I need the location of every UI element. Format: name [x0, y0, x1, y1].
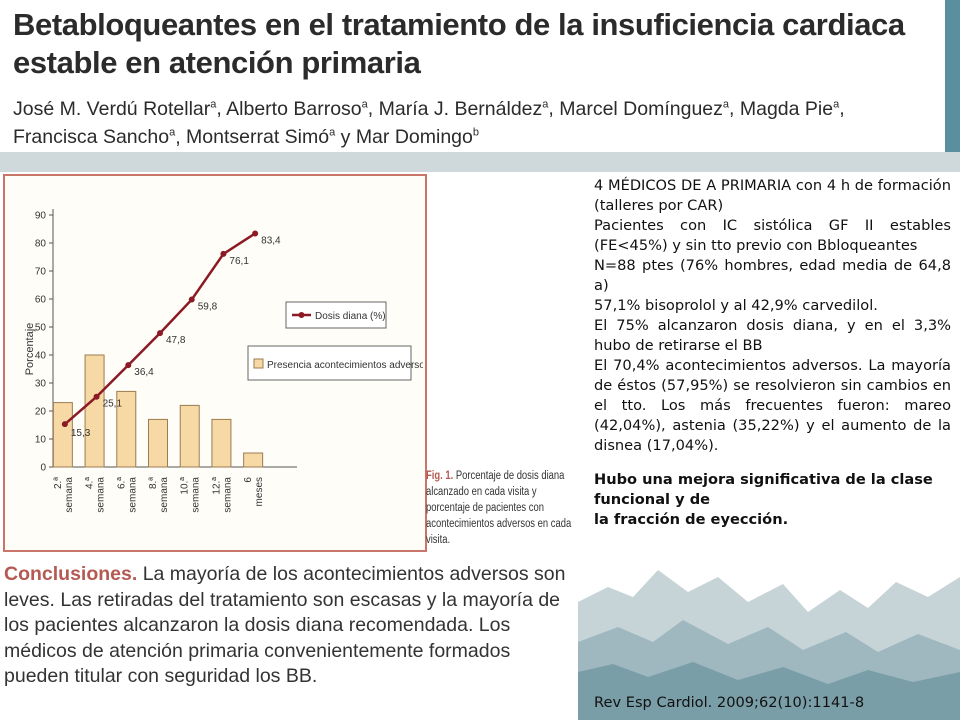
- article-header: Betabloqueantes en el tratamiento de la …: [0, 0, 945, 152]
- bar: [116, 390, 137, 468]
- summary-paragraph: N=88 ptes (76% hombres, edad media de 64…: [594, 257, 951, 294]
- bar: [211, 418, 232, 468]
- legend-line-marker: [298, 312, 305, 318]
- dose-point: [220, 250, 227, 257]
- x-tick-label: 12.ªsemana: [211, 477, 233, 513]
- legend-bar-swatch: [253, 358, 264, 369]
- legend-bar-box: [247, 345, 412, 381]
- title-line-2: estable en atención primaria: [13, 45, 421, 80]
- authors-line-1: José M. Verdú Rotellara, Alberto Barroso…: [13, 97, 845, 120]
- conclusions-text: La mayoría de los acontecimientos advers…: [4, 563, 566, 687]
- bar: [148, 418, 168, 468]
- summary-paragraph: El 70,4% acontecimientos adversos. La ma…: [594, 357, 951, 454]
- y-tick-label: 90: [35, 211, 47, 222]
- citation: Rev Esp Cardiol. 2009;62(10):1141-8: [594, 694, 865, 711]
- author: Magda Piea: [739, 97, 840, 120]
- y-axis-label: Porcentaje: [24, 323, 36, 376]
- author: Francisca Sanchoa: [13, 126, 176, 148]
- dose-label: 25,1: [103, 399, 123, 410]
- figure-caption: Fig. 1. Porcentaje de dosis diana alcanz…: [426, 468, 574, 548]
- bar: [179, 404, 200, 468]
- dose-point: [157, 330, 163, 337]
- dose-point: [252, 230, 259, 237]
- bar: [243, 452, 264, 468]
- summary-paragraph: 4 MÉDICOS DE A PRIMARIA con 4 h de forma…: [594, 177, 951, 214]
- article-title: Betabloqueantes en el tratamiento de la …: [13, 6, 943, 82]
- conclusions-label: Conclusiones.: [4, 563, 138, 585]
- caption-label: Fig. 1.: [426, 470, 454, 482]
- author: Alberto Barrosoa: [226, 97, 368, 120]
- author: Montserrat Simóa: [186, 126, 336, 148]
- dose-point: [93, 393, 100, 400]
- dose-point: [188, 296, 195, 303]
- y-tick-label: 30: [35, 379, 47, 390]
- dose-point: [125, 362, 132, 369]
- y-tick-label: 10: [35, 435, 47, 446]
- author: Marcel Domíngueza: [559, 97, 730, 120]
- title-line-1: Betabloqueantes en el tratamiento de la …: [13, 7, 905, 42]
- summary-paragraph: Pacientes con IC sistólica GF II estable…: [594, 217, 951, 254]
- x-tick-label: 6meses: [243, 477, 265, 507]
- author: Mar Domingob: [355, 126, 479, 148]
- y-tick-label: 80: [35, 239, 47, 250]
- x-tick-label: 6.ªsemana: [116, 477, 138, 513]
- dose-point: [61, 421, 68, 428]
- authors-line-2: Francisca Sanchoa, Montserrat Simóa y Ma…: [13, 126, 479, 148]
- y-tick-label: 50: [35, 323, 47, 334]
- y-tick-label: 60: [35, 295, 47, 306]
- figure-panel: 0 10 20 30 40 50 60 70 80 90 Porcentaje 2.ªsemana 4.…: [0, 172, 578, 720]
- dose-label: 76,1: [229, 256, 249, 267]
- authors: José M. Verdú Rotellara, Alberto Barroso…: [13, 92, 943, 149]
- conclusions: Conclusiones. La mayoría de los aconteci…: [4, 562, 574, 690]
- summary-panel: 4 MÉDICOS DE A PRIMARIA con 4 h de forma…: [578, 172, 960, 720]
- divider-strip: [0, 152, 960, 172]
- dose-label: 36,4: [134, 367, 154, 378]
- summary-paragraph: 57,1% bisoprolol y al 42,9% carvedilol.: [594, 297, 878, 314]
- summary-text: 4 MÉDICOS DE A PRIMARIA con 4 h de forma…: [594, 176, 951, 530]
- dose-label: 47,8: [166, 335, 186, 346]
- author: José M. Verdú Rotellara: [13, 97, 217, 120]
- dose-chart: 0 10 20 30 40 50 60 70 80 90 Porcentaje 2.ªsemana 4.…: [24, 209, 423, 513]
- legend-bar-label: Presencia acontecimientos adversos: [267, 360, 423, 371]
- bar: [52, 402, 73, 468]
- x-tick-label: 2.ªsemana: [53, 477, 75, 513]
- summary-paragraph: El 75% alcanzaron dosis diana, y en el 3…: [594, 317, 951, 354]
- caption-text: Porcentaje de dosis diana alcanzado en c…: [426, 470, 572, 546]
- mountain-background: [578, 570, 960, 720]
- y-tick-label: 70: [35, 267, 47, 278]
- y-tick-label: 40: [35, 351, 47, 362]
- bar: [84, 354, 105, 468]
- x-tick-label: 8.ªsemana: [148, 477, 170, 513]
- dose-label: 15,3: [71, 428, 91, 439]
- x-tick-label: 10.ªsemana: [180, 477, 202, 513]
- dose-label: 83,4: [261, 235, 281, 246]
- y-tick-label: 0: [40, 463, 46, 474]
- legend-line-label: Dosis diana (%): [315, 311, 386, 322]
- summary-highlight: Hubo una mejora significativa de la clas…: [594, 471, 933, 528]
- author: María J. Bernáldeza: [378, 97, 549, 120]
- dose-label: 59,8: [198, 302, 218, 313]
- y-tick-label: 20: [35, 407, 47, 418]
- x-tick-label: 4.ªsemana: [85, 477, 107, 513]
